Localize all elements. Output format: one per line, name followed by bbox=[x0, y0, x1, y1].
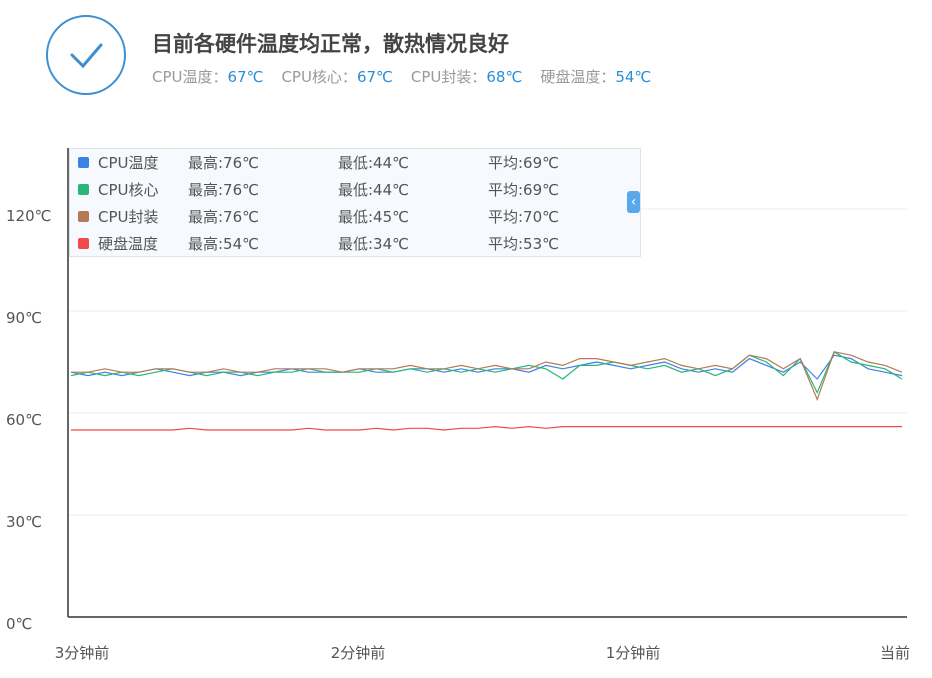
legend-min: 最低:34℃ bbox=[338, 234, 409, 253]
y-tick-label: 120℃ bbox=[6, 207, 51, 225]
legend-item[interactable]: CPU核心 最高:76℃ 最低:44℃ 平均:69℃ bbox=[78, 178, 638, 200]
legend-series-name: 硬盘温度 bbox=[98, 234, 159, 253]
y-tick-label: 0℃ bbox=[6, 615, 32, 633]
reading-label: CPU核心： bbox=[281, 68, 357, 86]
x-tick-label: 2分钟前 bbox=[331, 644, 386, 662]
legend-avg: 平均:53℃ bbox=[488, 234, 559, 253]
temperature-readings: CPU温度：67℃ CPU核心：67℃ CPU封装：68℃ 硬盘温度：54℃ bbox=[152, 66, 669, 87]
legend-max: 最高:76℃ bbox=[188, 153, 259, 172]
legend-series-name: CPU核心 bbox=[98, 180, 159, 199]
legend-min: 最低:44℃ bbox=[338, 180, 409, 199]
legend-swatch bbox=[78, 210, 89, 222]
reading-value: 67℃ bbox=[356, 68, 393, 86]
reading-label: 硬盘温度： bbox=[540, 68, 616, 86]
legend-min: 最低:45℃ bbox=[338, 207, 409, 226]
reading-value: 67℃ bbox=[227, 68, 264, 86]
legend-item[interactable]: 硬盘温度 最高:54℃ 最低:34℃ 平均:53℃ bbox=[78, 232, 638, 254]
legend-max: 最高:76℃ bbox=[188, 180, 259, 199]
series-line-3 bbox=[71, 425, 902, 431]
series-line-2 bbox=[71, 351, 903, 402]
y-tick-label: 30℃ bbox=[6, 513, 42, 531]
y-tick-label: 60℃ bbox=[6, 411, 42, 429]
legend-min: 最低:44℃ bbox=[338, 153, 409, 172]
chevron-left-icon: ‹ bbox=[630, 194, 637, 210]
reading-label: CPU封装： bbox=[410, 68, 487, 86]
legend-avg: 平均:69℃ bbox=[488, 180, 559, 199]
legend-item[interactable]: CPU封装 最高:76℃ 最低:45℃ 平均:70℃ bbox=[78, 205, 638, 227]
reading-value: 54℃ bbox=[615, 68, 652, 86]
reading-label: CPU温度： bbox=[152, 68, 228, 86]
check-circle-icon bbox=[46, 15, 126, 95]
legend-max: 最高:54℃ bbox=[188, 234, 259, 253]
legend-series-name: CPU封装 bbox=[98, 207, 159, 226]
x-tick-label: 3分钟前 bbox=[55, 644, 110, 662]
collapse-legend-button[interactable]: ‹ bbox=[627, 191, 640, 213]
legend-max: 最高:76℃ bbox=[188, 207, 259, 226]
status-title: 目前各硬件温度均正常，散热情况良好 bbox=[152, 32, 509, 56]
legend-series-name: CPU温度 bbox=[98, 153, 159, 172]
legend-swatch bbox=[78, 183, 89, 195]
series-line-1 bbox=[70, 350, 903, 395]
reading-value: 68℃ bbox=[486, 68, 523, 86]
legend-swatch bbox=[78, 156, 89, 168]
legend-swatch bbox=[78, 237, 89, 249]
legend-avg: 平均:69℃ bbox=[488, 153, 559, 172]
legend-avg: 平均:70℃ bbox=[488, 207, 559, 226]
chart-legend: CPU温度 最高:76℃ 最低:44℃ 平均:69℃ CPU核心 最高:76℃ 最低:44℃… bbox=[69, 148, 641, 257]
x-tick-label: 1分钟前 bbox=[606, 644, 661, 662]
x-tick-label: 当前 bbox=[880, 644, 910, 662]
legend-item[interactable]: CPU温度 最高:76℃ 最低:44℃ 平均:69℃ bbox=[78, 151, 638, 173]
y-tick-label: 90℃ bbox=[6, 309, 42, 327]
